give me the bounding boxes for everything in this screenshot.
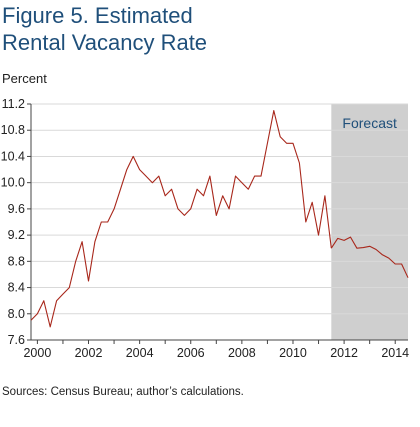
y-tick-label: 10.0 bbox=[1, 176, 25, 190]
y-tick-label: 10.8 bbox=[1, 123, 25, 137]
series-lines bbox=[30, 110, 409, 328]
x-tick-label: 2002 bbox=[75, 346, 103, 360]
x-tick-label: 2008 bbox=[228, 346, 256, 360]
x-tick-label: 2012 bbox=[330, 346, 358, 360]
title-line-1: Figure 5. Estimated bbox=[2, 3, 193, 28]
x-tick-label: 2000 bbox=[23, 346, 51, 360]
x-tick-label: 2006 bbox=[177, 346, 205, 360]
rental-vacancy-chart: Forecast 7.6 8.0 8.4 8.8 9.2 9.6 10.0 10.4 10.8 11… bbox=[1, 97, 410, 360]
y-tick-label: 10.4 bbox=[1, 149, 25, 163]
y-axis-label: Percent bbox=[2, 71, 47, 86]
y-tick-label: 8.4 bbox=[8, 281, 25, 295]
actual-series-line bbox=[30, 110, 332, 328]
forecast-label: Forecast bbox=[342, 115, 397, 131]
y-tick-label: 9.6 bbox=[8, 202, 25, 216]
chart-title: Figure 5. Estimated Rental Vacancy Rate bbox=[2, 2, 207, 56]
source-note: Sources: Census Bureau; author’s calcula… bbox=[2, 386, 244, 398]
y-tick-label: 9.2 bbox=[8, 228, 25, 242]
y-tick-label: 8.8 bbox=[8, 254, 25, 268]
x-tick-label: 2004 bbox=[126, 346, 154, 360]
title-line-2: Rental Vacancy Rate bbox=[2, 30, 208, 55]
x-tick-label: 2014 bbox=[381, 346, 409, 360]
y-tick-label: 11.2 bbox=[2, 97, 25, 111]
forecast-region-layer bbox=[331, 104, 408, 340]
x-tick-label: 2010 bbox=[279, 346, 307, 360]
y-tick-label: 8.0 bbox=[8, 307, 25, 321]
forecast-shaded-region bbox=[331, 104, 408, 340]
y-tick-label: 7.6 bbox=[8, 333, 25, 347]
tick-labels: Forecast 7.6 8.0 8.4 8.8 9.2 9.6 10.0 10.4 10.8 11… bbox=[1, 97, 410, 360]
axes bbox=[27, 103, 408, 344]
gridlines bbox=[31, 103, 408, 341]
forecast-series-line bbox=[330, 236, 409, 278]
